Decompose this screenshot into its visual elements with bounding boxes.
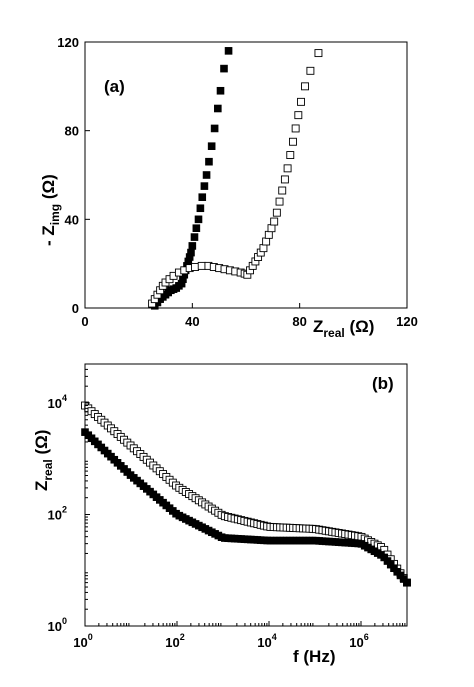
panel-a-x-tick-label: 40	[185, 314, 199, 329]
panel-a-series-1-point	[220, 64, 228, 73]
panel-a-y-tick-label: 0	[72, 301, 79, 316]
panel-a-y-tick-label: 80	[65, 124, 79, 139]
panel-b-x-tick-label: 104	[257, 632, 276, 650]
panel-a-x-tick-label: 0	[81, 314, 88, 329]
panel-a-series-1-point	[200, 182, 209, 190]
panel-a-x-tick-label: 120	[396, 314, 418, 329]
panel-b-x-tick-label: 100	[73, 632, 92, 650]
panel-a-series-1-point	[216, 86, 225, 95]
panel-b-y-tick-label: 100	[48, 616, 67, 634]
panel-a-series-1-point	[224, 47, 233, 55]
panel-a-series-2-point	[259, 244, 268, 253]
panel-a-series-1-point	[194, 215, 203, 224]
panel-a-series-1-point	[207, 142, 216, 150]
panel-a-series-1-point	[192, 224, 201, 232]
panel-a-series-2-point	[278, 186, 287, 195]
panel-a-series-1-point	[188, 242, 197, 250]
panel-a-series-2-point	[283, 164, 292, 173]
panel-a-series-2-point	[280, 175, 289, 184]
panel-a-series-2-point	[197, 261, 206, 270]
panel-a-label: (a)	[104, 77, 125, 96]
panel-a-series-1-point	[196, 204, 205, 213]
panel-a-series-2-point	[289, 137, 297, 146]
panel-b-bode-plot: 100 102 104 106 100 102 104 (b) f (Hz) Zreal (…	[32, 363, 411, 666]
panel-a-series-2-point	[306, 66, 315, 75]
panel-b-y-tick-label: 104	[48, 393, 67, 411]
panel-b-y-axis-title: Zreal (Ω)	[32, 430, 55, 491]
panel-a-ticks: 0 40 80 120 0 40 80 120	[57, 35, 418, 329]
panel-a-series-1-point	[187, 248, 195, 257]
panel-a-series-2-point	[272, 208, 281, 217]
panel-b-plot-frame	[84, 363, 408, 627]
panel-a-series-2-point	[301, 82, 309, 91]
panel-a-series-1-point	[190, 233, 199, 241]
panel-a-series-2-point	[291, 124, 300, 133]
panel-a-series-2-point	[286, 151, 295, 160]
panel-a-series-1-point	[210, 124, 219, 133]
panel-b-label: (b)	[372, 374, 394, 393]
panel-a-data-points	[148, 47, 323, 310]
panel-a-series-2-point	[294, 111, 303, 120]
panel-a-series-1-point	[198, 193, 207, 201]
panel-a-series-2-point	[267, 224, 276, 233]
panel-a-x-axis-title: Zreal (Ω)	[313, 317, 374, 340]
panel-a-series-1-point	[214, 104, 222, 113]
panel-a-series-1-point	[205, 157, 213, 166]
panel-a-series-2-point	[275, 197, 284, 206]
panel-b-x-tick-label: 106	[349, 632, 368, 650]
panel-b-x-axis-title: f (Hz)	[293, 647, 335, 666]
panel-b-ticks: 100 102 104 106 100 102 104	[48, 363, 406, 650]
panel-a-series-2-point	[297, 97, 305, 106]
panel-a-series-1-point	[202, 171, 211, 179]
panel-a-y-axis-title: - Zimg (Ω)	[39, 174, 62, 246]
panel-a-x-tick-label: 80	[292, 314, 306, 329]
panel-a-series-2-point	[264, 230, 273, 239]
panel-a-y-tick-label: 40	[65, 212, 79, 227]
panel-a-series-2-point	[191, 263, 199, 271]
panel-b-y-tick-label: 102	[48, 504, 67, 522]
panel-a-nyquist-plot: 0 40 80 120 0 40 80 120 (a) Zreal (Ω) - Zimg (Ω…	[39, 35, 418, 340]
panel-a-series-2-point	[262, 237, 271, 246]
panel-b-data-points	[81, 401, 411, 587]
panel-a-y-tick-label: 120	[57, 35, 79, 50]
panel-a-series-2-point	[314, 49, 323, 58]
panel-a-plot-frame	[84, 41, 408, 309]
panel-a-series-2-point	[270, 217, 279, 226]
panel-b-x-tick-label: 102	[165, 632, 184, 650]
